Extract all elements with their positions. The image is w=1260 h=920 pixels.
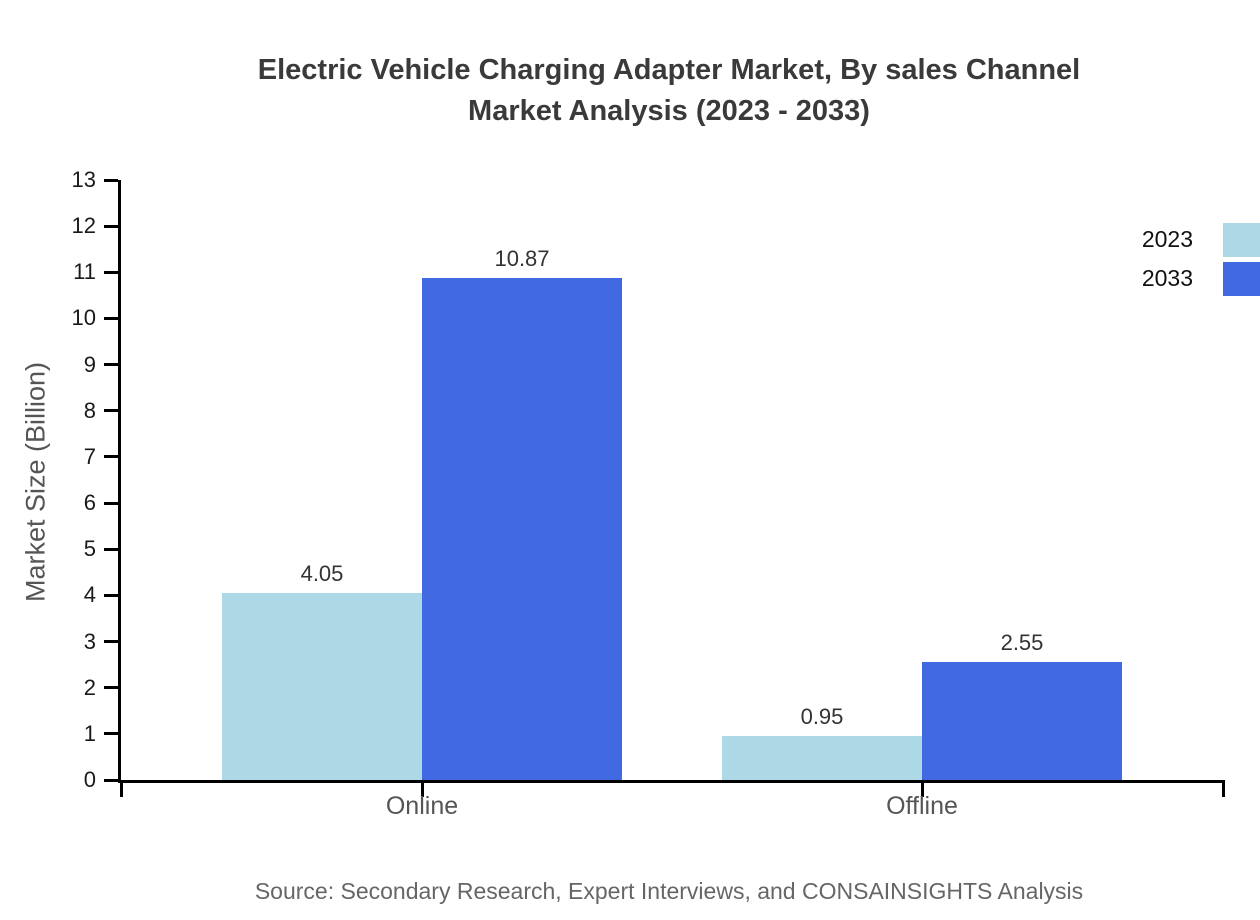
- y-axis-tick-label: 9: [83, 351, 96, 377]
- y-axis-tick: [104, 363, 118, 367]
- legend-label-2023: 2023: [1141, 226, 1193, 252]
- bar-value-label: 10.87: [494, 246, 550, 272]
- bar-2033-offline: [922, 662, 1122, 780]
- y-axis-tick-label: 7: [83, 443, 96, 469]
- y-axis-tick: [104, 640, 118, 644]
- y-axis-tick-label: 11: [73, 259, 96, 285]
- y-axis-tick: [104, 455, 118, 459]
- legend-swatch-2033: [1223, 261, 1260, 296]
- x-axis-tick: [420, 780, 424, 797]
- x-axis-tick: [920, 780, 924, 797]
- plot-area: 0 1 2 3 4 5 6 7 8 9 10 11 12 13 Online 4.05 10.87 Offline…: [72, 167, 1225, 820]
- y-axis-tick: [104, 501, 118, 505]
- y-axis-tick: [104, 686, 118, 690]
- y-axis-tick: [104, 409, 118, 413]
- y-axis-tick: [104, 270, 118, 274]
- y-axis-tick: [104, 547, 118, 551]
- legend-row-2033: 2033: [1142, 259, 1260, 298]
- y-axis-tick: [104, 224, 118, 228]
- chart-title-line-2: Market Analysis (2023 - 2033): [468, 95, 870, 127]
- y-axis-tick-label: 3: [83, 628, 96, 654]
- y-axis-tick-label: 2: [83, 674, 96, 700]
- bar-value-label: 0.95: [800, 704, 844, 730]
- legend-swatch-2023: [1223, 222, 1260, 257]
- y-axis-tick: [104, 778, 118, 782]
- y-axis-tick-label: 6: [83, 490, 96, 516]
- y-axis-tick-label: 1: [83, 720, 96, 746]
- y-axis-tick: [104, 316, 118, 320]
- legend: 2023 2033: [1142, 220, 1260, 298]
- y-axis-tick-label: 10: [71, 305, 96, 331]
- legend-label-2033: 2033: [1141, 265, 1193, 291]
- y-axis-tick-label: 0: [83, 767, 96, 792]
- chart-title-line-1: Electric Vehicle Charging Adapter Market…: [257, 54, 1081, 86]
- x-axis-edge-tick: [1221, 780, 1225, 797]
- source-text: Source: Secondary Research, Expert Inter…: [254, 878, 1084, 904]
- x-axis-category-label: Online: [385, 792, 459, 820]
- bar-value-label: 2.55: [1000, 630, 1044, 656]
- y-axis-tick: [104, 178, 118, 182]
- y-axis-tick: [104, 593, 118, 597]
- bar-2023-offline: [722, 736, 922, 780]
- y-axis-tick-label: 4: [83, 582, 96, 608]
- x-axis-edge-tick: [119, 780, 123, 797]
- bar-2033-online: [422, 278, 622, 780]
- legend-row-2023: 2023: [1142, 220, 1260, 259]
- y-axis-tick: [104, 732, 118, 736]
- y-axis-tick-label: 8: [83, 397, 96, 423]
- y-axis-tick-label: 5: [83, 536, 96, 562]
- bar-2023-online: [222, 593, 422, 780]
- y-axis-tick-label: 13: [71, 167, 96, 192]
- chart-title: Electric Vehicle Charging Adapter Market…: [118, 50, 1220, 132]
- x-axis-category-label: Offline: [886, 792, 958, 820]
- y-axis-tick-label: 12: [71, 213, 96, 239]
- bar-value-label: 4.05: [300, 561, 344, 587]
